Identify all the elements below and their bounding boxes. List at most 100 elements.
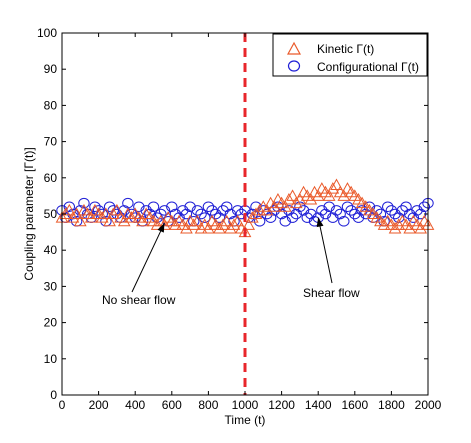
data-point-configurational <box>177 205 189 216</box>
data-point-configurational <box>418 201 431 213</box>
x-tick-label: 1200 <box>268 398 295 412</box>
data-point-configurational <box>327 212 339 223</box>
data-point-kinetic <box>213 221 226 234</box>
x-tick-label: 1000 <box>232 398 259 412</box>
y-axis-label: Coupling parameter [Γ(t)] <box>22 147 36 280</box>
data-point-kinetic <box>99 207 113 219</box>
legend-label-configurational: Configurational Γ(t) <box>317 60 419 74</box>
data-point-kinetic <box>95 211 109 223</box>
data-point-configurational <box>400 201 412 213</box>
annotation-arrow-shear-flow <box>316 217 333 284</box>
y-tick-label: 80 <box>44 98 58 112</box>
data-point-kinetic <box>289 196 303 209</box>
data-point-configurational <box>275 208 288 220</box>
data-point-kinetic <box>220 214 234 227</box>
data-point-configurational <box>103 201 116 213</box>
data-point-configurational <box>305 208 317 220</box>
y-tick-label: 40 <box>44 243 58 257</box>
data-point-configurational <box>158 205 171 216</box>
x-tick-label: 1400 <box>305 398 332 412</box>
data-point-configurational <box>147 201 160 213</box>
data-point-kinetic <box>377 218 391 230</box>
data-point-configurational <box>180 208 193 220</box>
data-point-configurational <box>217 205 229 216</box>
data-point-configurational <box>338 215 350 227</box>
arrow-head <box>157 223 165 233</box>
data-point-configurational <box>264 212 277 223</box>
data-point-configurational <box>253 215 266 227</box>
data-point-kinetic <box>253 203 266 216</box>
data-point-configurational <box>411 205 423 216</box>
data-point-kinetic <box>194 221 208 234</box>
data-point-configurational <box>345 205 357 216</box>
data-point-kinetic <box>169 218 182 230</box>
y-tick-label: 60 <box>44 171 58 185</box>
data-point-configurational <box>323 201 335 213</box>
data-point-kinetic <box>103 214 116 227</box>
data-point-configurational <box>385 205 398 216</box>
annotation-shear-flow: Shear flow <box>303 286 360 300</box>
data-point-configurational <box>316 205 328 216</box>
data-point-configurational <box>195 208 207 220</box>
data-point-kinetic <box>322 189 336 201</box>
data-point-configurational <box>63 201 76 213</box>
y-tick-label: 100 <box>37 26 57 40</box>
data-point-configurational <box>202 201 215 213</box>
data-point-kinetic <box>66 211 80 223</box>
data-point-kinetic <box>282 192 296 205</box>
x-tick-label: 1600 <box>341 398 368 412</box>
data-point-kinetic <box>224 221 237 234</box>
data-point-kinetic <box>227 218 241 230</box>
data-point-kinetic <box>388 221 402 234</box>
x-tick-label: 0 <box>59 398 66 412</box>
x-axis-label: Time (t) <box>225 413 266 427</box>
arrow-head <box>316 217 324 228</box>
data-point-configurational <box>334 208 346 220</box>
data-point-kinetic <box>125 211 138 223</box>
x-tick-label: 200 <box>89 398 109 412</box>
data-point-configurational <box>140 205 152 216</box>
data-point-configurational <box>290 208 302 220</box>
data-point-configurational <box>286 212 299 223</box>
legend-box <box>272 33 428 77</box>
data-point-configurational <box>78 197 90 209</box>
data-point-kinetic <box>278 200 292 212</box>
arrow-shaft <box>317 217 333 284</box>
data-point-configurational <box>279 215 291 227</box>
data-point-configurational <box>283 205 295 216</box>
annotation-no-shear-flow: No shear flow <box>102 293 176 307</box>
annotation-arrow-no-shear-flow <box>131 222 165 293</box>
data-point-kinetic <box>216 218 230 230</box>
data-point-configurational <box>352 212 365 223</box>
data-marks <box>55 178 435 238</box>
y-tick-label: 70 <box>44 135 58 149</box>
y-tick-label: 50 <box>44 207 58 221</box>
data-point-configurational <box>155 208 167 220</box>
data-point-kinetic <box>150 218 164 230</box>
data-point-kinetic <box>73 214 87 227</box>
data-point-kinetic <box>187 218 201 230</box>
data-point-kinetic <box>242 218 256 230</box>
data-point-configurational <box>184 201 196 213</box>
data-point-configurational <box>330 205 343 216</box>
data-point-configurational <box>235 208 248 220</box>
data-point-kinetic <box>326 182 340 194</box>
axis-ticks: 0 200 400 600 800 1000 1200 1400 1600 1800 2000 0 10… <box>37 26 442 412</box>
data-point-kinetic <box>191 214 204 227</box>
y-tick-label: 30 <box>44 279 58 293</box>
data-point-configurational <box>389 208 401 220</box>
data-point-configurational <box>301 212 313 223</box>
data-point-configurational <box>349 208 361 220</box>
legend-label-kinetic: Kinetic Γ(t) <box>317 42 374 56</box>
x-tick-label: 800 <box>198 398 218 412</box>
data-point-configurational <box>404 208 416 220</box>
data-point-configurational <box>294 201 306 213</box>
data-point-configurational <box>360 208 372 220</box>
data-point-configurational <box>89 201 101 213</box>
data-point-kinetic <box>62 203 76 216</box>
x-tick-label: 2000 <box>415 398 442 412</box>
x-tick-label: 1800 <box>378 398 405 412</box>
data-point-configurational <box>341 201 354 213</box>
data-point-configurational <box>319 208 332 220</box>
